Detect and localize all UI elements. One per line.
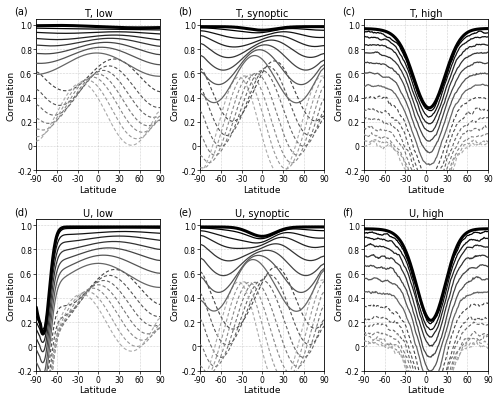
- X-axis label: Latitude: Latitude: [244, 185, 281, 194]
- Title: T, low: T, low: [84, 9, 112, 19]
- Y-axis label: Correlation: Correlation: [334, 270, 344, 320]
- Text: (f): (f): [342, 207, 352, 217]
- Text: (e): (e): [178, 207, 192, 217]
- Title: U, high: U, high: [408, 209, 444, 219]
- Text: (a): (a): [14, 7, 28, 17]
- Text: (d): (d): [14, 207, 28, 217]
- Y-axis label: Correlation: Correlation: [171, 70, 180, 120]
- Text: (b): (b): [178, 7, 192, 17]
- Y-axis label: Correlation: Correlation: [7, 270, 16, 320]
- X-axis label: Latitude: Latitude: [408, 185, 445, 194]
- X-axis label: Latitude: Latitude: [244, 385, 281, 394]
- Y-axis label: Correlation: Correlation: [7, 70, 16, 120]
- Title: U, low: U, low: [84, 209, 114, 219]
- Y-axis label: Correlation: Correlation: [334, 70, 344, 120]
- Title: U, synoptic: U, synoptic: [235, 209, 290, 219]
- Y-axis label: Correlation: Correlation: [171, 270, 180, 320]
- X-axis label: Latitude: Latitude: [408, 385, 445, 394]
- Text: (c): (c): [342, 7, 354, 17]
- X-axis label: Latitude: Latitude: [80, 185, 117, 194]
- X-axis label: Latitude: Latitude: [80, 385, 117, 394]
- Title: T, synoptic: T, synoptic: [236, 9, 289, 19]
- Title: T, high: T, high: [410, 9, 443, 19]
